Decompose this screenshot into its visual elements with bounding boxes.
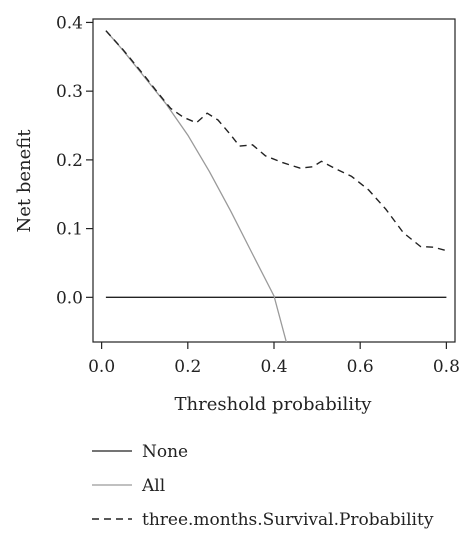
plot-frame	[92, 18, 456, 343]
y-tick-label: 0.4	[56, 13, 83, 33]
y-axis: 0.0 0.1 0.2 0.3 0.4	[56, 13, 93, 308]
legend-label: All	[141, 476, 165, 496]
x-axis-label: Threshold probability	[175, 394, 373, 415]
y-tick-label: 0.3	[56, 82, 83, 102]
plot-series	[105, 30, 447, 342]
y-tick-label: 0.2	[56, 151, 83, 171]
y-tick-label: 0.0	[56, 288, 83, 308]
series-line-all	[105, 30, 288, 342]
x-tick-label: 0.2	[174, 357, 201, 377]
legend: None All three.months.Survival.Probability	[92, 442, 434, 530]
y-axis-label: Net benefit	[14, 129, 35, 233]
x-tick-label: 0.4	[260, 357, 287, 377]
legend-label: three.months.Survival.Probability	[142, 510, 434, 530]
series-line-three-months-survival-probability	[105, 30, 447, 252]
x-axis: 0.0 0.2 0.4 0.6 0.8	[88, 342, 460, 377]
x-tick-label: 0.6	[347, 357, 374, 377]
legend-label: None	[142, 442, 188, 462]
x-tick-label: 0.0	[88, 357, 115, 377]
y-tick-label: 0.1	[56, 220, 83, 240]
x-tick-label: 0.8	[433, 357, 460, 377]
